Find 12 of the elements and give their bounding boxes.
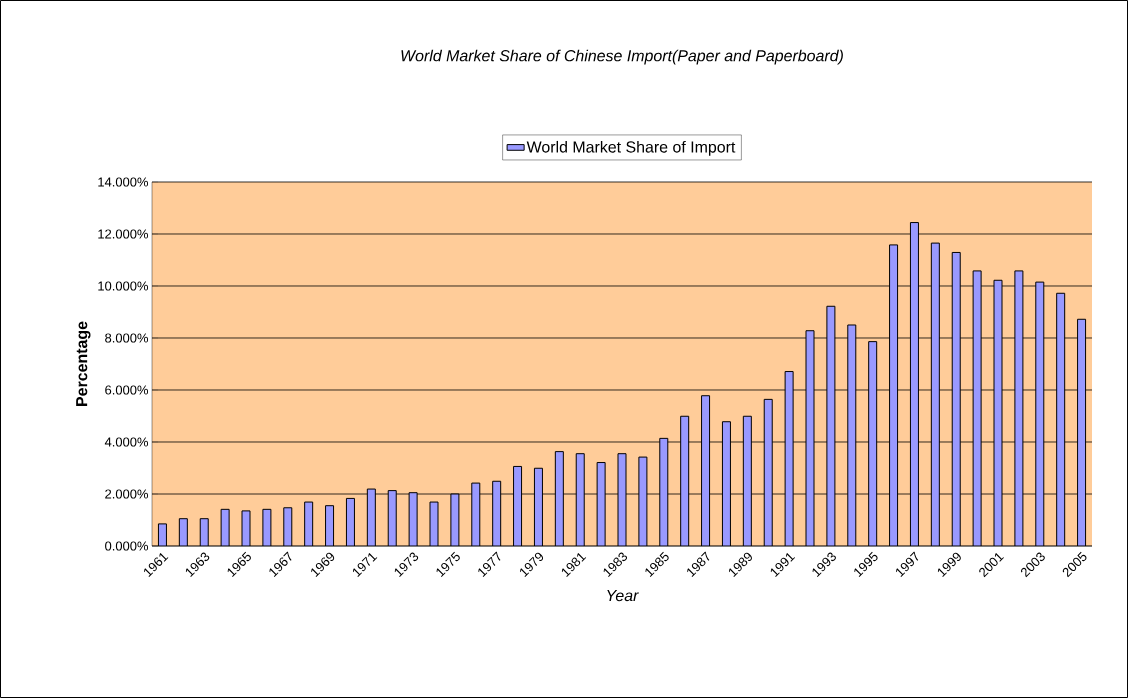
x-axis-title: Year [607,590,639,602]
y-tick-label: 4.000% [104,437,149,447]
y-tick-label: 6.000% [105,385,149,395]
y-axis-title: Percentage [76,321,91,406]
y-tick-label: 12.000% [98,229,149,239]
y-tick-label: 2.000% [105,489,149,499]
y-tick-label: 10.000% [98,281,149,291]
legend-label: World Market Share of Import [526,140,736,156]
y-tick-label: 8.000% [105,333,149,343]
chart-title: World Market Share of Chinese Import(Paper and Paperboard) [401,49,843,65]
y-tick-label: 0.000% [105,541,149,551]
y-tick-label: 14.000% [98,177,149,187]
